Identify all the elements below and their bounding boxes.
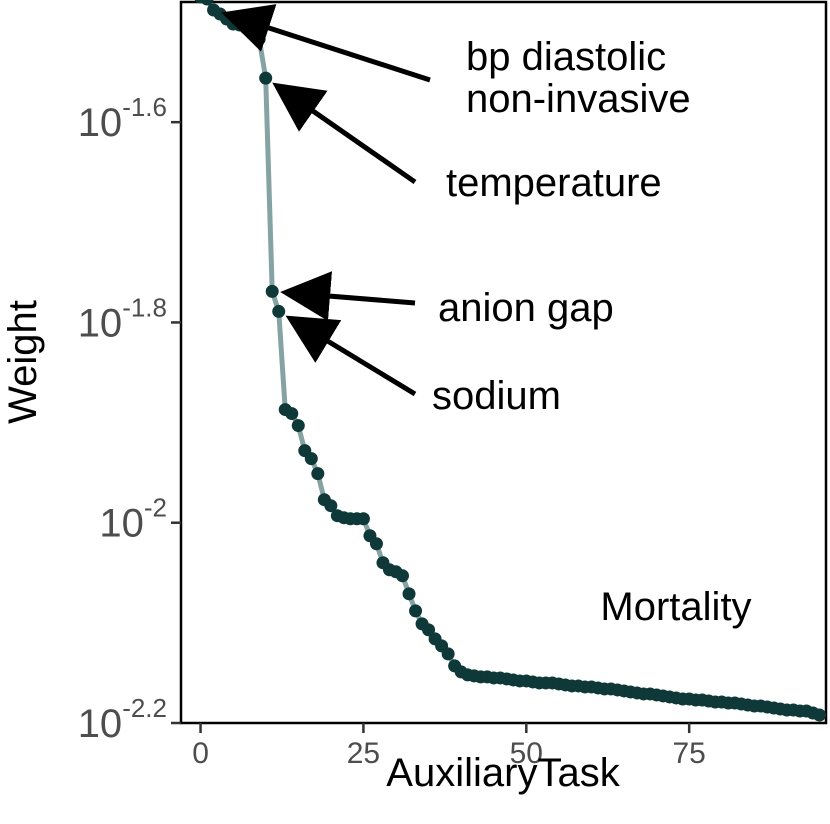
- x-axis-title: AuxiliaryTask: [386, 751, 620, 795]
- data-point: [291, 419, 305, 433]
- data-point: [200, 0, 214, 6]
- annotations: bp diastolic non-invasive temperature anion…: [221, 4, 691, 418]
- data-point: [285, 407, 299, 421]
- data-point: [311, 467, 325, 481]
- x-tick-label: 25: [347, 737, 380, 770]
- data-point: [304, 452, 318, 466]
- data-point: [422, 623, 436, 637]
- annotation-label: sodium: [432, 374, 561, 418]
- y-tick-label: 10-2.2: [78, 693, 167, 746]
- annotation-label: temperature: [446, 161, 662, 205]
- data-point: [812, 708, 826, 722]
- data-point: [402, 587, 416, 601]
- x-axis: 0 25 50 75: [192, 723, 706, 770]
- data-point: [252, 32, 266, 46]
- data-points: [194, 0, 826, 722]
- data-point: [356, 512, 370, 526]
- y-tick-label: 10-1.8: [78, 292, 167, 345]
- x-tick-label: 50: [510, 737, 543, 770]
- data-point: [259, 71, 273, 85]
- data-point: [369, 537, 383, 551]
- y-tick-label: 10-2: [99, 493, 167, 546]
- x-tick-label: 75: [672, 737, 705, 770]
- annotation-label: anion gap: [438, 286, 614, 330]
- annotation-arrow: [285, 315, 417, 397]
- y-axis-title: Weight: [1, 300, 45, 424]
- panel-label: Mortality: [600, 585, 751, 629]
- annotation-label: bp diastolic non-invasive: [466, 35, 691, 121]
- annotation-arrow: [221, 4, 431, 83]
- annotation-arrow: [280, 271, 416, 322]
- data-point: [441, 647, 455, 661]
- x-tick-label: 0: [192, 737, 209, 770]
- y-tick-label: 10-1.6: [78, 92, 167, 145]
- data-point: [265, 284, 279, 298]
- plot-panel-border: [179, 0, 828, 725]
- data-point: [409, 604, 423, 618]
- annotation-arrow: [272, 82, 417, 185]
- data-point: [396, 569, 410, 583]
- y-axis: 10-1.6 10-1.8 10-2 10-2.2: [78, 92, 181, 746]
- data-point: [272, 304, 286, 318]
- data-point: [324, 499, 338, 513]
